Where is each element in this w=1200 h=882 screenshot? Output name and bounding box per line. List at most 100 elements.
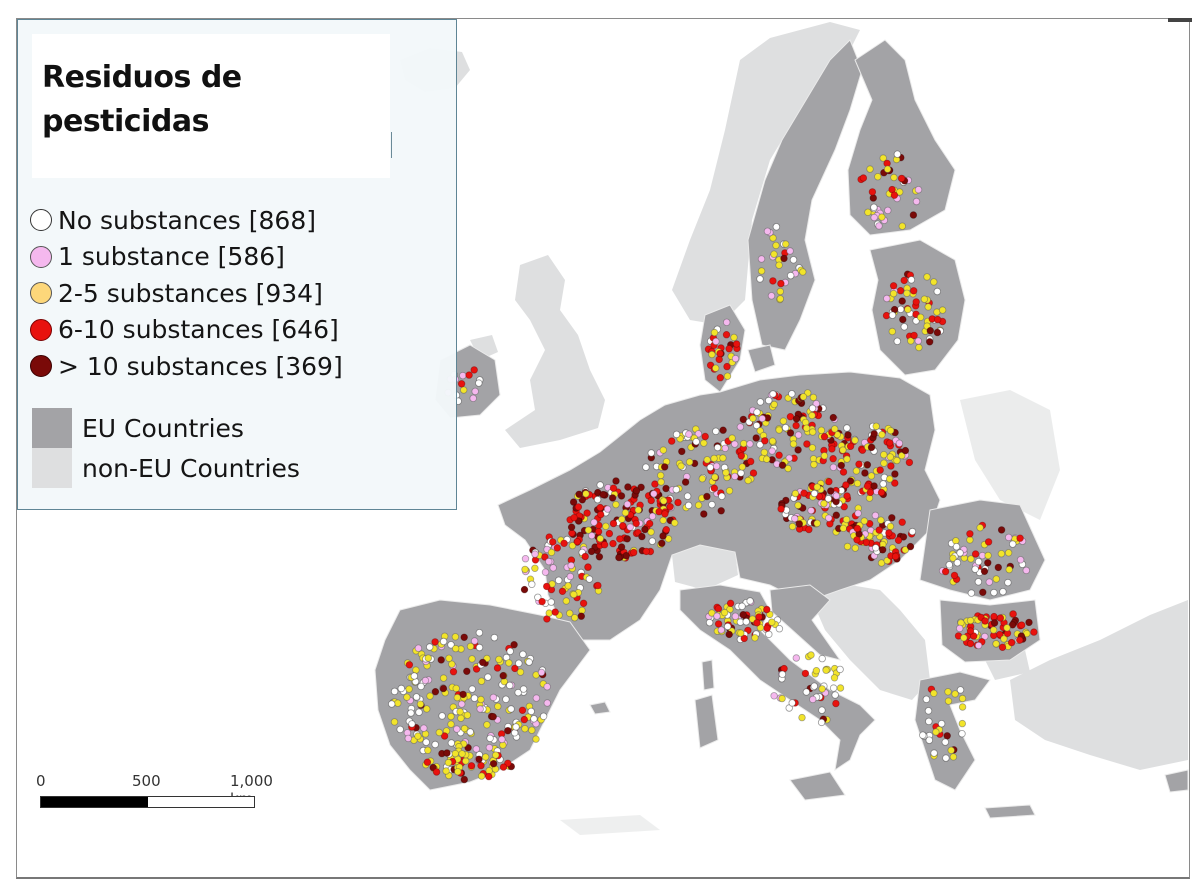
legend-item-non-eu-countries[interactable]: non-EU Countries: [32, 448, 300, 488]
legend-item-eu-countries[interactable]: EU Countries: [32, 408, 300, 448]
sampling-point: [944, 688, 952, 696]
sampling-point: [912, 298, 920, 306]
sampling-point: [424, 654, 432, 662]
sampling-point: [712, 462, 721, 470]
sampling-point: [910, 287, 918, 295]
sampling-point: [842, 481, 850, 489]
sampling-point: [646, 519, 654, 528]
finland: [847, 39, 956, 236]
sampling-point: [494, 702, 502, 711]
sampling-point: [469, 394, 477, 402]
sampling-point: [926, 338, 934, 346]
sampling-point: [617, 492, 626, 500]
sampling-point: [880, 459, 888, 467]
sampling-point: [908, 527, 917, 536]
sampling-point: [853, 524, 861, 533]
sampling-point: [505, 659, 513, 667]
sampling-point: [888, 311, 897, 319]
sampling-point: [788, 699, 796, 707]
sampling-point: [462, 757, 470, 765]
sampling-point: [647, 449, 655, 457]
sampling-point: [999, 588, 1007, 596]
sampling-point: [770, 250, 778, 258]
sampling-point: [1009, 540, 1017, 548]
sampling-point: [901, 446, 910, 455]
sampling-point: [1030, 628, 1038, 636]
sampling-point: [394, 699, 402, 707]
non-eu-swatch-icon: [32, 448, 72, 488]
legend-panel: Residuos de pesticidas No substances [86…: [17, 19, 457, 510]
sampling-point: [836, 684, 845, 692]
sampling-point: [532, 735, 540, 743]
sampling-point: [870, 213, 878, 222]
sampling-point: [782, 240, 790, 248]
sampling-point: [808, 411, 816, 420]
sampling-point: [899, 315, 907, 324]
legend-item-1-substance[interactable]: 1 substance [586]: [30, 239, 343, 276]
sampling-point: [448, 660, 456, 668]
scale-bar-graphic: [40, 796, 255, 808]
sampling-point: [560, 539, 568, 547]
sampling-point: [420, 724, 428, 732]
sampling-point: [726, 599, 735, 607]
sampling-point: [538, 597, 546, 606]
legend-item-6-10-substances[interactable]: 6-10 substances [646]: [30, 312, 343, 349]
sampling-point: [714, 605, 723, 613]
sampling-point: [659, 532, 667, 540]
sampling-point: [518, 706, 527, 714]
sampling-point: [769, 390, 777, 398]
sampling-point: [710, 454, 718, 463]
sampling-point: [859, 174, 868, 182]
sampling-point: [740, 439, 748, 448]
legend-item-no-substances[interactable]: No substances [868]: [30, 202, 343, 239]
sampling-point: [842, 515, 851, 524]
sampling-point: [731, 612, 740, 620]
sampling-point: [832, 699, 840, 708]
sampling-point: [851, 544, 859, 552]
sampling-point: [829, 413, 837, 422]
sampling-point: [884, 206, 892, 215]
text-cursor: [391, 132, 392, 158]
sampling-point: [490, 633, 499, 642]
legend-item-over-10-substances[interactable]: > 10 substances [369]: [30, 348, 343, 385]
sampling-point: [609, 484, 618, 492]
sampling-point: [410, 672, 418, 680]
sampling-point: [967, 589, 976, 597]
sampling-point: [597, 510, 605, 519]
sampling-point: [775, 625, 784, 633]
sampling-point: [549, 564, 557, 572]
switzerland: [672, 545, 738, 590]
sampling-point: [943, 732, 951, 740]
sampling-point: [512, 723, 520, 731]
sampling-point: [547, 598, 555, 606]
sampling-point: [460, 775, 468, 784]
sampling-point: [807, 651, 815, 659]
sampling-point: [700, 510, 708, 518]
sampling-point: [810, 489, 819, 498]
sampling-point: [941, 567, 950, 576]
sampling-point: [882, 311, 891, 320]
sampling-point: [499, 672, 507, 680]
sicily: [789, 771, 846, 801]
sampling-point: [477, 772, 486, 780]
legend-item-2-5-substances[interactable]: 2-5 substances [934]: [30, 275, 343, 312]
turkey: [1010, 600, 1188, 770]
white-circle-icon: [30, 209, 52, 232]
sampling-point: [439, 637, 448, 646]
sampling-point: [914, 337, 922, 345]
sampling-point: [460, 724, 469, 733]
legend-categories: No substances [868] 1 substance [586] 2-…: [30, 202, 343, 385]
sampling-point: [765, 396, 773, 405]
sampling-point: [716, 374, 724, 382]
sampling-point: [737, 452, 745, 460]
sampling-point: [893, 456, 901, 465]
sampling-point: [886, 439, 894, 447]
sampling-point: [770, 400, 778, 409]
sampling-point: [752, 434, 760, 442]
sampling-point: [634, 506, 642, 514]
sampling-point: [994, 563, 1002, 572]
sampling-point: [683, 492, 692, 500]
sampling-point: [861, 469, 869, 477]
sampling-point: [460, 633, 468, 641]
